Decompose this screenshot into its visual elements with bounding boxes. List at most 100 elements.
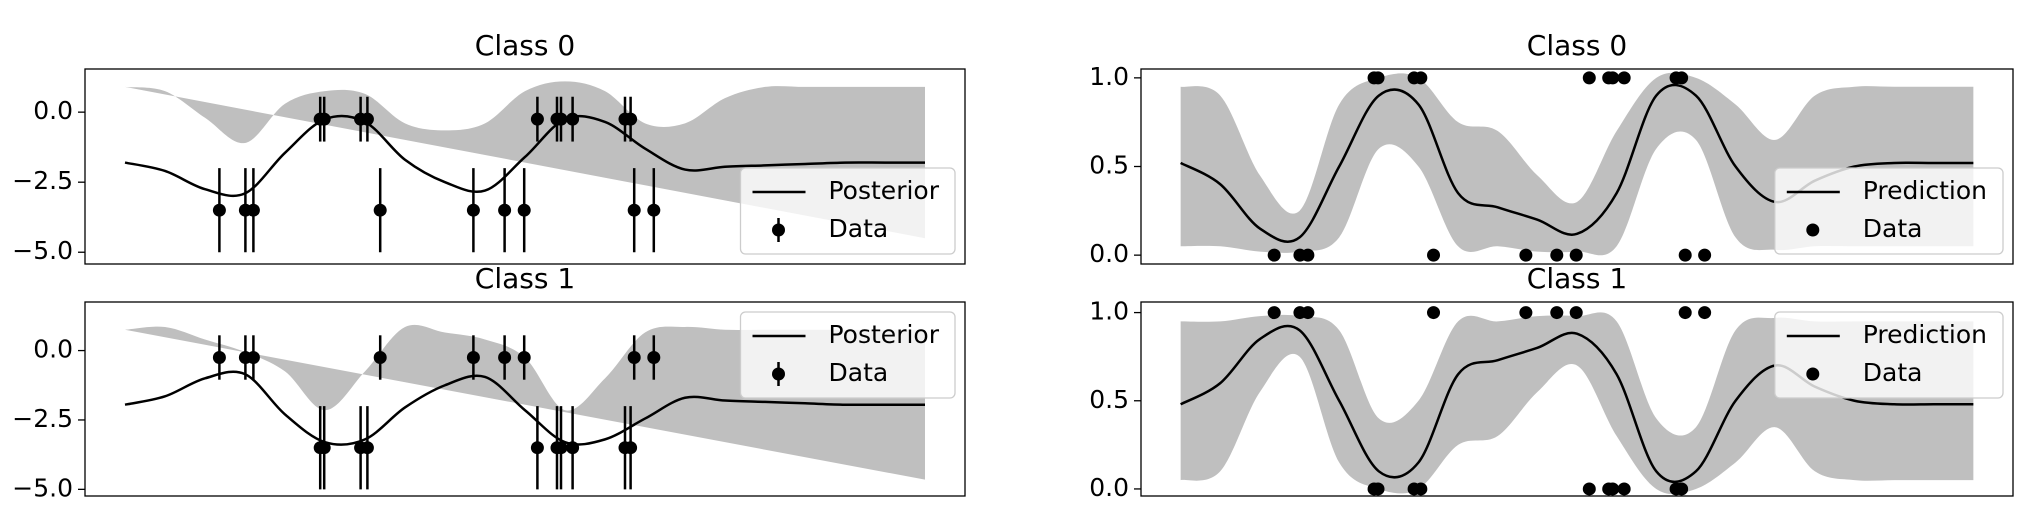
legend-box [1774, 167, 2004, 255]
legend-label: Prediction [1863, 176, 1987, 205]
data-point [627, 203, 641, 217]
data-point [1698, 248, 1712, 262]
data-point [530, 112, 544, 126]
subplot-title: Class 1 [1527, 262, 1627, 295]
legend-label: Data [829, 358, 889, 387]
data-point [1267, 306, 1281, 320]
data-point [1606, 71, 1620, 85]
data-point [554, 441, 568, 455]
data-point [1582, 71, 1596, 85]
data-point [1550, 306, 1564, 320]
data-point [1606, 482, 1620, 496]
legend-marker [1806, 223, 1820, 237]
y-tick-label: 0.0 [33, 335, 73, 364]
data-point [1371, 71, 1385, 85]
y-tick-label: −2.5 [12, 404, 73, 433]
legend-label: Posterior [829, 176, 940, 205]
legend: Prediction Data [1774, 311, 2004, 399]
data-point [624, 112, 638, 126]
data-point [627, 351, 641, 365]
data-point [1427, 306, 1441, 320]
data-point [1698, 306, 1712, 320]
data-point [1675, 71, 1689, 85]
data-point [466, 351, 480, 365]
data-point [566, 112, 580, 126]
legend-label: Prediction [1863, 320, 1987, 349]
legend-box [1774, 311, 2004, 399]
y-tick-label: 1.0 [1089, 297, 1129, 326]
subplot: Class 1 0.0 0.5 1.0 Prediction Data [0, 262, 2014, 502]
legend-label: Data [1863, 358, 1923, 387]
data-point [1617, 482, 1631, 496]
data-point [1519, 306, 1533, 320]
subplot-title: Class 0 [475, 29, 575, 62]
legend: Prediction Data [1774, 167, 2004, 255]
y-tick-label: −2.5 [12, 166, 73, 195]
mean-line [124, 114, 925, 198]
data-point [554, 112, 568, 126]
data-point [212, 203, 226, 217]
data-point [246, 203, 260, 217]
axes-frame [84, 68, 966, 265]
data-point [647, 203, 661, 217]
data-point [373, 203, 387, 217]
data-point [317, 112, 331, 126]
legend-label: Posterior [829, 320, 940, 349]
subplot: Class 1 0.0 −2.5 −5.0 Posterior Data [12, 262, 966, 502]
y-tick-label: 1.0 [1089, 62, 1129, 91]
mean-line [124, 370, 925, 446]
y-tick-label: −5.0 [12, 236, 73, 265]
legend: Posterior Data [739, 311, 956, 399]
data-point [1371, 482, 1385, 496]
legend: Posterior Data [739, 167, 956, 255]
data-point [246, 351, 260, 365]
data-point [1267, 248, 1281, 262]
subplot: Class 0 0.0 −2.5 −5.0 Posterior Data [12, 29, 966, 265]
confidence-band [0, 312, 1974, 495]
data-point [212, 351, 226, 365]
data-point [1414, 482, 1428, 496]
data-point [498, 351, 512, 365]
data-point [1678, 306, 1692, 320]
data-point [647, 351, 661, 365]
legend-label: Data [1863, 214, 1923, 243]
confidence-band [0, 72, 1974, 256]
data-point [1414, 71, 1428, 85]
legend-box [739, 167, 956, 255]
y-tick-label: 0.0 [1089, 473, 1129, 502]
data-point [498, 203, 512, 217]
data-point [1301, 248, 1315, 262]
data-point [1675, 482, 1689, 496]
axes-frame [1140, 301, 2014, 497]
y-tick-label: 0.0 [1089, 239, 1129, 268]
legend-box [739, 311, 956, 399]
data-point [517, 351, 531, 365]
data-point [1617, 71, 1631, 85]
y-tick-label: 0.0 [33, 96, 73, 125]
y-tick-label: 0.5 [1089, 385, 1129, 414]
data-point [466, 203, 480, 217]
data-point [530, 441, 544, 455]
legend-label: Data [829, 214, 889, 243]
data-point [1569, 248, 1583, 262]
data-point [1569, 306, 1583, 320]
axes-frame [84, 301, 966, 497]
y-tick-label: −5.0 [12, 473, 73, 502]
data-point [1582, 482, 1596, 496]
data-point [1519, 248, 1533, 262]
data-point [624, 441, 638, 455]
data-point [360, 441, 374, 455]
data-point [1550, 248, 1564, 262]
subplot-title: Class 0 [1527, 29, 1627, 62]
data-point [566, 441, 580, 455]
data-point [317, 441, 331, 455]
data-point [360, 112, 374, 126]
data-point [1301, 306, 1315, 320]
data-point [1678, 248, 1692, 262]
legend-marker [1806, 367, 1820, 381]
data-point [1427, 248, 1441, 262]
subplot-title: Class 1 [475, 262, 575, 295]
data-point [517, 203, 531, 217]
data-point [373, 351, 387, 365]
